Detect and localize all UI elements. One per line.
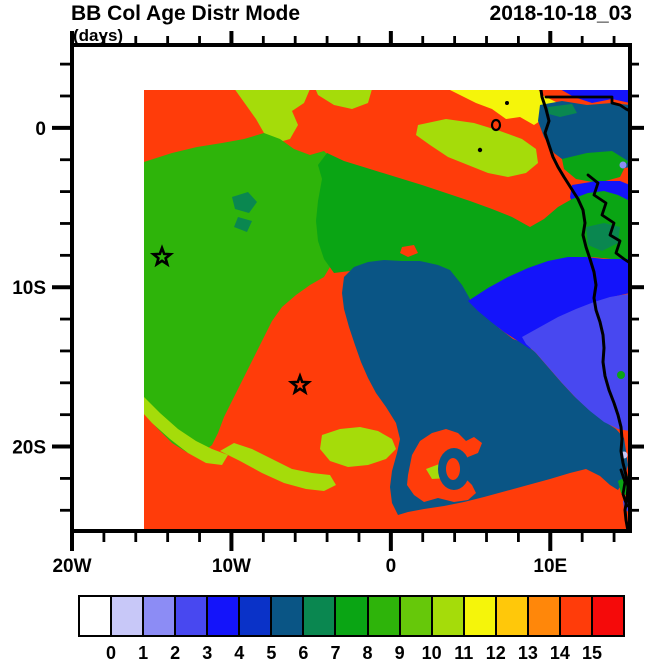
colorbar-label-7: 7 — [330, 643, 341, 663]
map-region-purple-main — [522, 294, 630, 431]
map-region-teal-main-blob — [342, 260, 628, 515]
colorbar-label-2: 2 — [170, 643, 181, 663]
map-region-blue-main — [468, 257, 630, 349]
map-region-yellowgreen-top-right — [416, 119, 538, 177]
colorbar-label-10: 10 — [421, 643, 442, 663]
x-axis-label: 20W — [52, 556, 91, 577]
colorbar-cell-8 — [334, 595, 369, 637]
colorbar-cell-11 — [430, 595, 465, 637]
border-congo-north — [544, 95, 632, 113]
colorbar-label-4: 4 — [234, 643, 245, 663]
timestamp-label: 2018-10-18_03 — [489, 2, 632, 25]
page-title: BB Col Age Distr Mode — [71, 2, 301, 25]
colorbar-cell-1 — [110, 595, 145, 637]
colorbar-label-6: 6 — [298, 643, 309, 663]
border-south-coast — [619, 468, 629, 508]
colorbar-label-0: 0 — [106, 643, 117, 663]
axis-ticks — [52, 31, 644, 551]
colorbar-cell-7 — [302, 595, 337, 637]
map-region-orange-speck-west — [106, 137, 136, 155]
x-axis-label: 10E — [533, 556, 567, 577]
colorbar-cell-13 — [494, 595, 529, 637]
map-region-yellowgreen-fringe-se — [220, 443, 336, 491]
map-region-darkgreen-strip-top — [548, 104, 577, 117]
map-region-green-west-mass — [144, 133, 332, 453]
island-dot-a — [505, 101, 509, 105]
island-outline-b — [490, 118, 502, 132]
x-axis-label: 0 — [386, 556, 397, 577]
map-region-orange-hook-hole — [446, 458, 460, 480]
colorbar-cell-9 — [366, 595, 401, 637]
colorbar-label-12: 12 — [485, 643, 506, 663]
map-region-yellow-coastal — [450, 90, 566, 125]
map-region-orange-speck-green — [400, 245, 418, 257]
colorbar-label-3: 3 — [202, 643, 213, 663]
map-region-yellowgreen-fringe-band — [144, 397, 228, 465]
colorbar-cell-15 — [558, 595, 593, 637]
map-region-green-dot-edge — [617, 371, 625, 379]
colorbar-label-13: 13 — [517, 643, 538, 663]
colorbar-label-14: 14 — [549, 643, 570, 663]
map-region-darkgreen-patch-b — [234, 217, 252, 232]
map-region-lightpurple-dot-edge — [619, 161, 627, 169]
island-dot-b — [477, 147, 483, 153]
colorbar-cell-14 — [526, 595, 561, 637]
colorbar-label-1: 1 — [138, 643, 149, 663]
colorbar-label-11: 11 — [454, 643, 474, 663]
units-label: (days) — [73, 26, 124, 45]
y-axis-label: 20S — [12, 438, 46, 459]
star-marker-1 — [149, 244, 175, 268]
colorbar-label-8: 8 — [362, 643, 373, 663]
colorbar-cell-4 — [206, 595, 241, 637]
axis-labels: 20W 10W 0 10E 0 10S 20S — [12, 119, 567, 577]
y-axis-label: 10S — [12, 278, 46, 299]
map-region-darkgreen-patch-a — [232, 192, 257, 213]
colorbar-cell-6 — [270, 595, 305, 637]
map-region-green-central-mass — [316, 153, 630, 301]
colorbar-cell-16 — [590, 595, 625, 637]
colorbar-cell-0 — [78, 595, 113, 637]
map-layers — [106, 90, 632, 533]
map-region-yellowgreen-top-center — [235, 90, 310, 143]
colorbar-label-5: 5 — [266, 643, 277, 663]
map-region-yellowgreen-west-blob — [144, 181, 146, 213]
map-region-green-patch-top-right — [562, 151, 628, 183]
colorbar-label-9: 9 — [394, 643, 405, 663]
colorbar-cell-5 — [238, 595, 273, 637]
y-axis-label: 0 — [35, 119, 46, 140]
colorbar-cell-3 — [174, 595, 209, 637]
coast-main-atlantic — [539, 90, 630, 533]
x-axis-label: 10W — [212, 556, 251, 577]
colorbar-cell-10 — [398, 595, 433, 637]
colorbar-cell-12 — [462, 595, 497, 637]
map-region-yellowgreen-patch-mid — [320, 427, 396, 467]
colorbar-label-15: 15 — [581, 643, 602, 663]
border-inland-wiggle — [586, 173, 632, 265]
colorbar-cell-2 — [142, 595, 177, 637]
map-region-yellowgreen-top-center-2 — [315, 90, 372, 109]
star-marker-2 — [287, 372, 313, 396]
